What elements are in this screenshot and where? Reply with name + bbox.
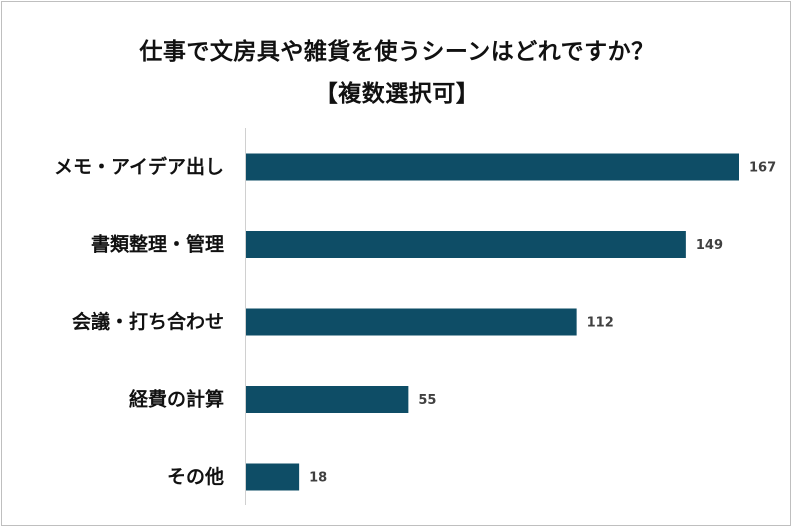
bars-layer: メモ・アイデア出し 167 書類整理・管理 149 会議・打ち合わせ 112 経費の計算 55… (54, 153, 776, 491)
category-label-2: 会議・打ち合わせ (72, 310, 224, 333)
value-label-3: 55 (418, 393, 436, 408)
category-label-1: 書類整理・管理 (91, 233, 224, 256)
value-label-1: 149 (696, 238, 723, 253)
bar-3 (246, 386, 409, 413)
chart-title: 仕事で文房具や雑貨を使うシーンはどれですか？ (139, 39, 655, 65)
category-label-4: その他 (167, 465, 224, 488)
value-label-0: 167 (749, 161, 776, 176)
chart-subtitle: 【複数選択可】 (314, 81, 480, 107)
category-label-0: メモ・アイデア出し (54, 155, 224, 178)
bar-2 (246, 308, 577, 336)
bar-4 (246, 463, 300, 491)
value-label-2: 112 (587, 316, 614, 331)
value-label-4: 18 (309, 471, 327, 486)
bar-0 (246, 153, 739, 181)
category-label-3: 経費の計算 (129, 388, 224, 411)
bar-1 (246, 231, 686, 258)
